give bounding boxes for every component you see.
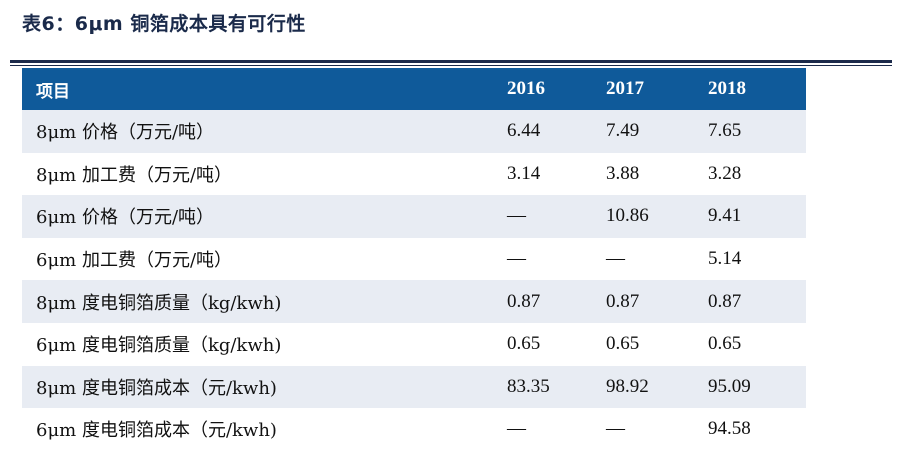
row-label: 6μm 度电铜箔质量（kg/kwh): [36, 335, 282, 357]
cell-2017: 7.49: [606, 120, 640, 142]
row-label: 6μm 度电铜箔成本（元/kwh): [36, 420, 277, 442]
table-row: 8μm 度电铜箔成本（元/kwh) 83.35 98.92 95.09: [22, 365, 806, 409]
row-label: 8μm 度电铜箔质量（kg/kwh): [36, 292, 282, 314]
top-rule-thin: [10, 65, 892, 66]
cell-2017: 3.88: [606, 162, 640, 184]
cell-2016: 3.14: [507, 162, 541, 184]
column-header-item: 项目: [36, 81, 70, 102]
cell-2016: —: [507, 205, 526, 227]
cell-2016: 83.35: [507, 375, 550, 397]
cell-2017: —: [606, 248, 625, 270]
cell-2016: —: [507, 248, 526, 270]
cell-2018: 0.65: [708, 333, 742, 355]
cell-2017: 0.65: [606, 333, 640, 355]
row-label: 6μm 价格（万元/吨）: [36, 207, 215, 229]
cell-2018: 5.14: [708, 248, 742, 270]
top-rule-thick: [10, 60, 892, 63]
table-row: 6μm 价格（万元/吨） — 10.86 9.41: [22, 195, 806, 238]
table-title: 表6：6μm 铜箔成本具有可行性: [22, 13, 306, 35]
table-row: 8μm 加工费（万元/吨） 3.14 3.88 3.28: [22, 153, 806, 196]
data-table: 项目 2016 2017 2018 8μm 价格（万元/吨） 6.44 7.49…: [22, 68, 806, 451]
cell-2018: 7.65: [708, 120, 742, 142]
cell-2018: 95.09: [708, 375, 751, 397]
cell-2017: —: [606, 418, 625, 440]
column-header-2017: 2017: [606, 78, 644, 99]
table-header-row: 项目 2016 2017 2018: [22, 68, 806, 110]
table-row: 8μm 价格（万元/吨） 6.44 7.49 7.65: [22, 110, 806, 153]
cell-2016: 0.65: [507, 333, 541, 355]
cell-2016: 0.87: [507, 290, 541, 312]
cell-2016: 6.44: [507, 120, 541, 142]
cell-2017: 98.92: [606, 375, 649, 397]
row-label: 8μm 加工费（万元/吨）: [36, 164, 233, 186]
table-row: 6μm 度电铜箔质量（kg/kwh) 0.65 0.65 0.65: [22, 323, 806, 366]
cell-2018: 0.87: [708, 290, 742, 312]
row-label: 6μm 加工费（万元/吨）: [36, 250, 233, 272]
table-row: 6μm 度电铜箔成本（元/kwh) — — 94.58: [22, 408, 806, 451]
row-label: 8μm 度电铜箔成本（元/kwh): [36, 377, 277, 399]
cell-2017: 0.87: [606, 290, 640, 312]
cell-2017: 10.86: [606, 205, 649, 227]
cell-2018: 94.58: [708, 418, 751, 440]
cell-2018: 3.28: [708, 162, 742, 184]
table-row: 6μm 加工费（万元/吨） — — 5.14: [22, 238, 806, 281]
table-row: 8μm 度电铜箔质量（kg/kwh) 0.87 0.87 0.87: [22, 280, 806, 323]
cell-2018: 9.41: [708, 205, 742, 227]
column-header-2018: 2018: [708, 78, 746, 99]
row-label: 8μm 价格（万元/吨）: [36, 122, 215, 144]
column-header-2016: 2016: [507, 78, 545, 99]
cell-2016: —: [507, 418, 526, 440]
